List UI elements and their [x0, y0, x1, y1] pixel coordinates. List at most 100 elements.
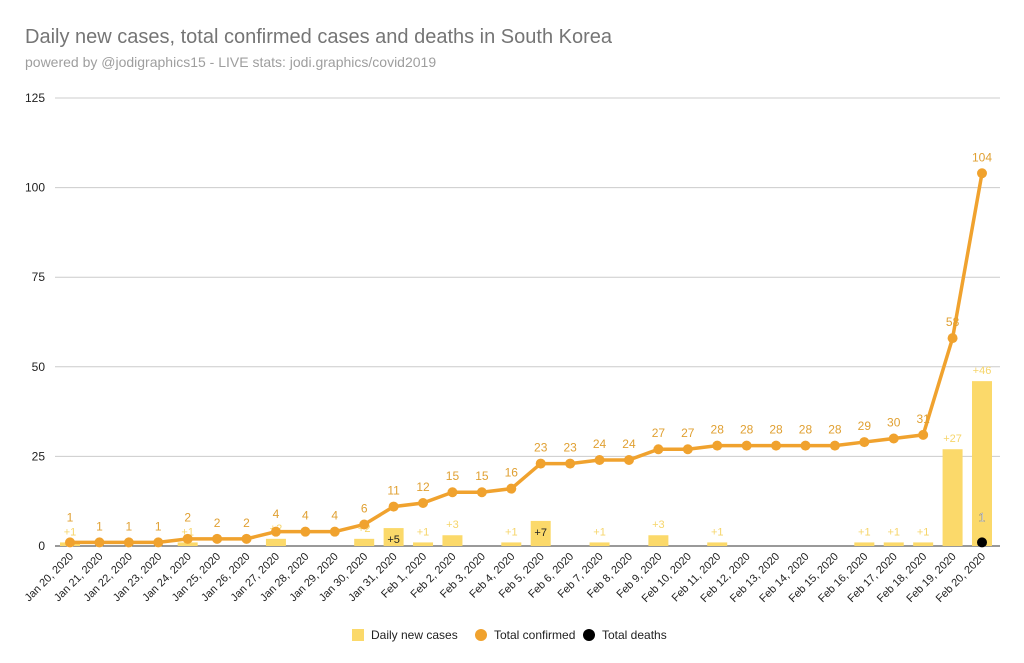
line-data-label: 24 [622, 437, 636, 451]
point-total-confirmed [329, 526, 340, 537]
point-total-confirmed [771, 440, 782, 451]
point-total-confirmed [535, 458, 546, 469]
line-data-label: 58 [946, 315, 960, 329]
point-total-confirmed [447, 487, 458, 498]
line-data-label: 30 [887, 415, 901, 429]
bar-daily-new [648, 535, 669, 546]
legend-swatch-total-confirmed [475, 629, 487, 641]
bar-data-label: +5 [387, 534, 400, 546]
bar-data-label: +3 [446, 519, 459, 531]
chart-subtitle: powered by @jodigraphics15 - LIVE stats:… [25, 54, 437, 70]
point-total-confirmed [918, 429, 929, 440]
deaths-data-label: 1 [979, 510, 986, 524]
bar-daily-new [942, 449, 963, 546]
bar-data-label: +1 [505, 526, 518, 538]
point-total-confirmed [594, 454, 605, 465]
point-total-confirmed [65, 537, 75, 548]
bar-data-label: +1 [711, 526, 724, 538]
point-total-confirmed [300, 526, 311, 537]
point-total-confirmed [182, 533, 193, 544]
bar-daily-new [442, 535, 463, 546]
point-total-confirmed [712, 440, 723, 451]
line-data-label: 29 [858, 419, 872, 433]
point-total-confirmed [94, 537, 105, 548]
line-data-label: 4 [273, 507, 280, 521]
bar-data-label: +1 [417, 526, 430, 538]
line-data-label: 28 [769, 423, 783, 437]
bar-daily-new [177, 542, 198, 546]
legend-label: Total deaths [602, 628, 667, 642]
bar-data-label: +27 [943, 433, 962, 445]
y-tick-label: 0 [38, 539, 45, 553]
y-tick-label: 50 [32, 360, 46, 374]
line-data-label: 27 [652, 426, 666, 440]
y-tick-label: 125 [25, 91, 45, 105]
bar-daily-new [589, 542, 610, 546]
line-data-label: 15 [446, 469, 460, 483]
bar-daily-new [354, 538, 375, 546]
bar-data-label: +1 [858, 526, 871, 538]
point-total-confirmed [241, 533, 252, 544]
line-data-label: 2 [214, 516, 221, 530]
point-total-confirmed [741, 440, 752, 451]
legend-swatch-daily-new [352, 629, 364, 641]
point-total-confirmed [418, 497, 429, 508]
line-data-label: 4 [302, 509, 309, 523]
bar-data-label: +7 [534, 527, 547, 539]
bar-data-label: +1 [917, 526, 930, 538]
bar-data-label: +3 [652, 519, 665, 531]
point-total-confirmed [682, 444, 693, 455]
point-total-confirmed [388, 501, 399, 512]
point-total-confirmed [476, 487, 487, 498]
point-total-confirmed [212, 533, 223, 544]
chart-title: Daily new cases, total confirmed cases a… [25, 26, 612, 48]
point-total-confirmed [123, 537, 134, 548]
bar-daily-new [530, 520, 551, 546]
line-data-label: 16 [505, 466, 519, 480]
line-data-label: 28 [799, 423, 813, 437]
bar-daily-new [707, 542, 728, 546]
y-tick-label: 100 [25, 181, 45, 195]
legend-label: Total confirmed [494, 628, 575, 642]
point-total-confirmed [829, 440, 840, 451]
bar-data-label: +1 [887, 526, 900, 538]
point-total-confirmed [359, 519, 370, 530]
line-data-label: 31 [916, 412, 930, 426]
point-total-confirmed [153, 537, 164, 548]
legend-label: Daily new cases [371, 628, 458, 642]
point-total-confirmed [623, 454, 634, 465]
line-data-label: 1 [125, 519, 132, 533]
point-total-confirmed [506, 483, 517, 494]
line-data-label: 2 [184, 510, 191, 524]
line-data-label: 1 [67, 510, 74, 524]
line-data-label: 2 [243, 516, 250, 530]
bar-daily-new [383, 528, 404, 546]
point-total-confirmed [270, 526, 281, 537]
bar-daily-new [854, 542, 875, 546]
legend-swatch-total-deaths [583, 629, 595, 641]
line-data-label: 11 [387, 484, 400, 498]
bar-data-label: +46 [973, 365, 992, 377]
line-total-confirmed [70, 172, 984, 545]
line-data-label: 27 [681, 426, 695, 440]
line-data-label: 104 [972, 150, 992, 164]
line-data-label: 4 [331, 509, 338, 523]
line-data-label: 24 [593, 437, 607, 451]
bar-data-label: +1 [593, 526, 606, 538]
point-total-confirmed [653, 444, 664, 455]
line-data-label: 12 [416, 480, 430, 494]
bar-daily-new [413, 542, 434, 546]
point-total-confirmed [977, 168, 987, 179]
line-data-label: 15 [475, 469, 489, 483]
point-total-confirmed [888, 433, 899, 444]
y-tick-label: 25 [32, 449, 46, 463]
point-total-deaths [977, 537, 987, 548]
line-data-label: 1 [96, 519, 103, 533]
line-data-label: 6 [361, 501, 368, 515]
bar-daily-new [501, 542, 522, 546]
point-total-confirmed [859, 437, 870, 448]
bar-daily-new [972, 381, 992, 546]
bar-daily-new [265, 538, 286, 546]
line-data-label: 1 [155, 519, 162, 533]
